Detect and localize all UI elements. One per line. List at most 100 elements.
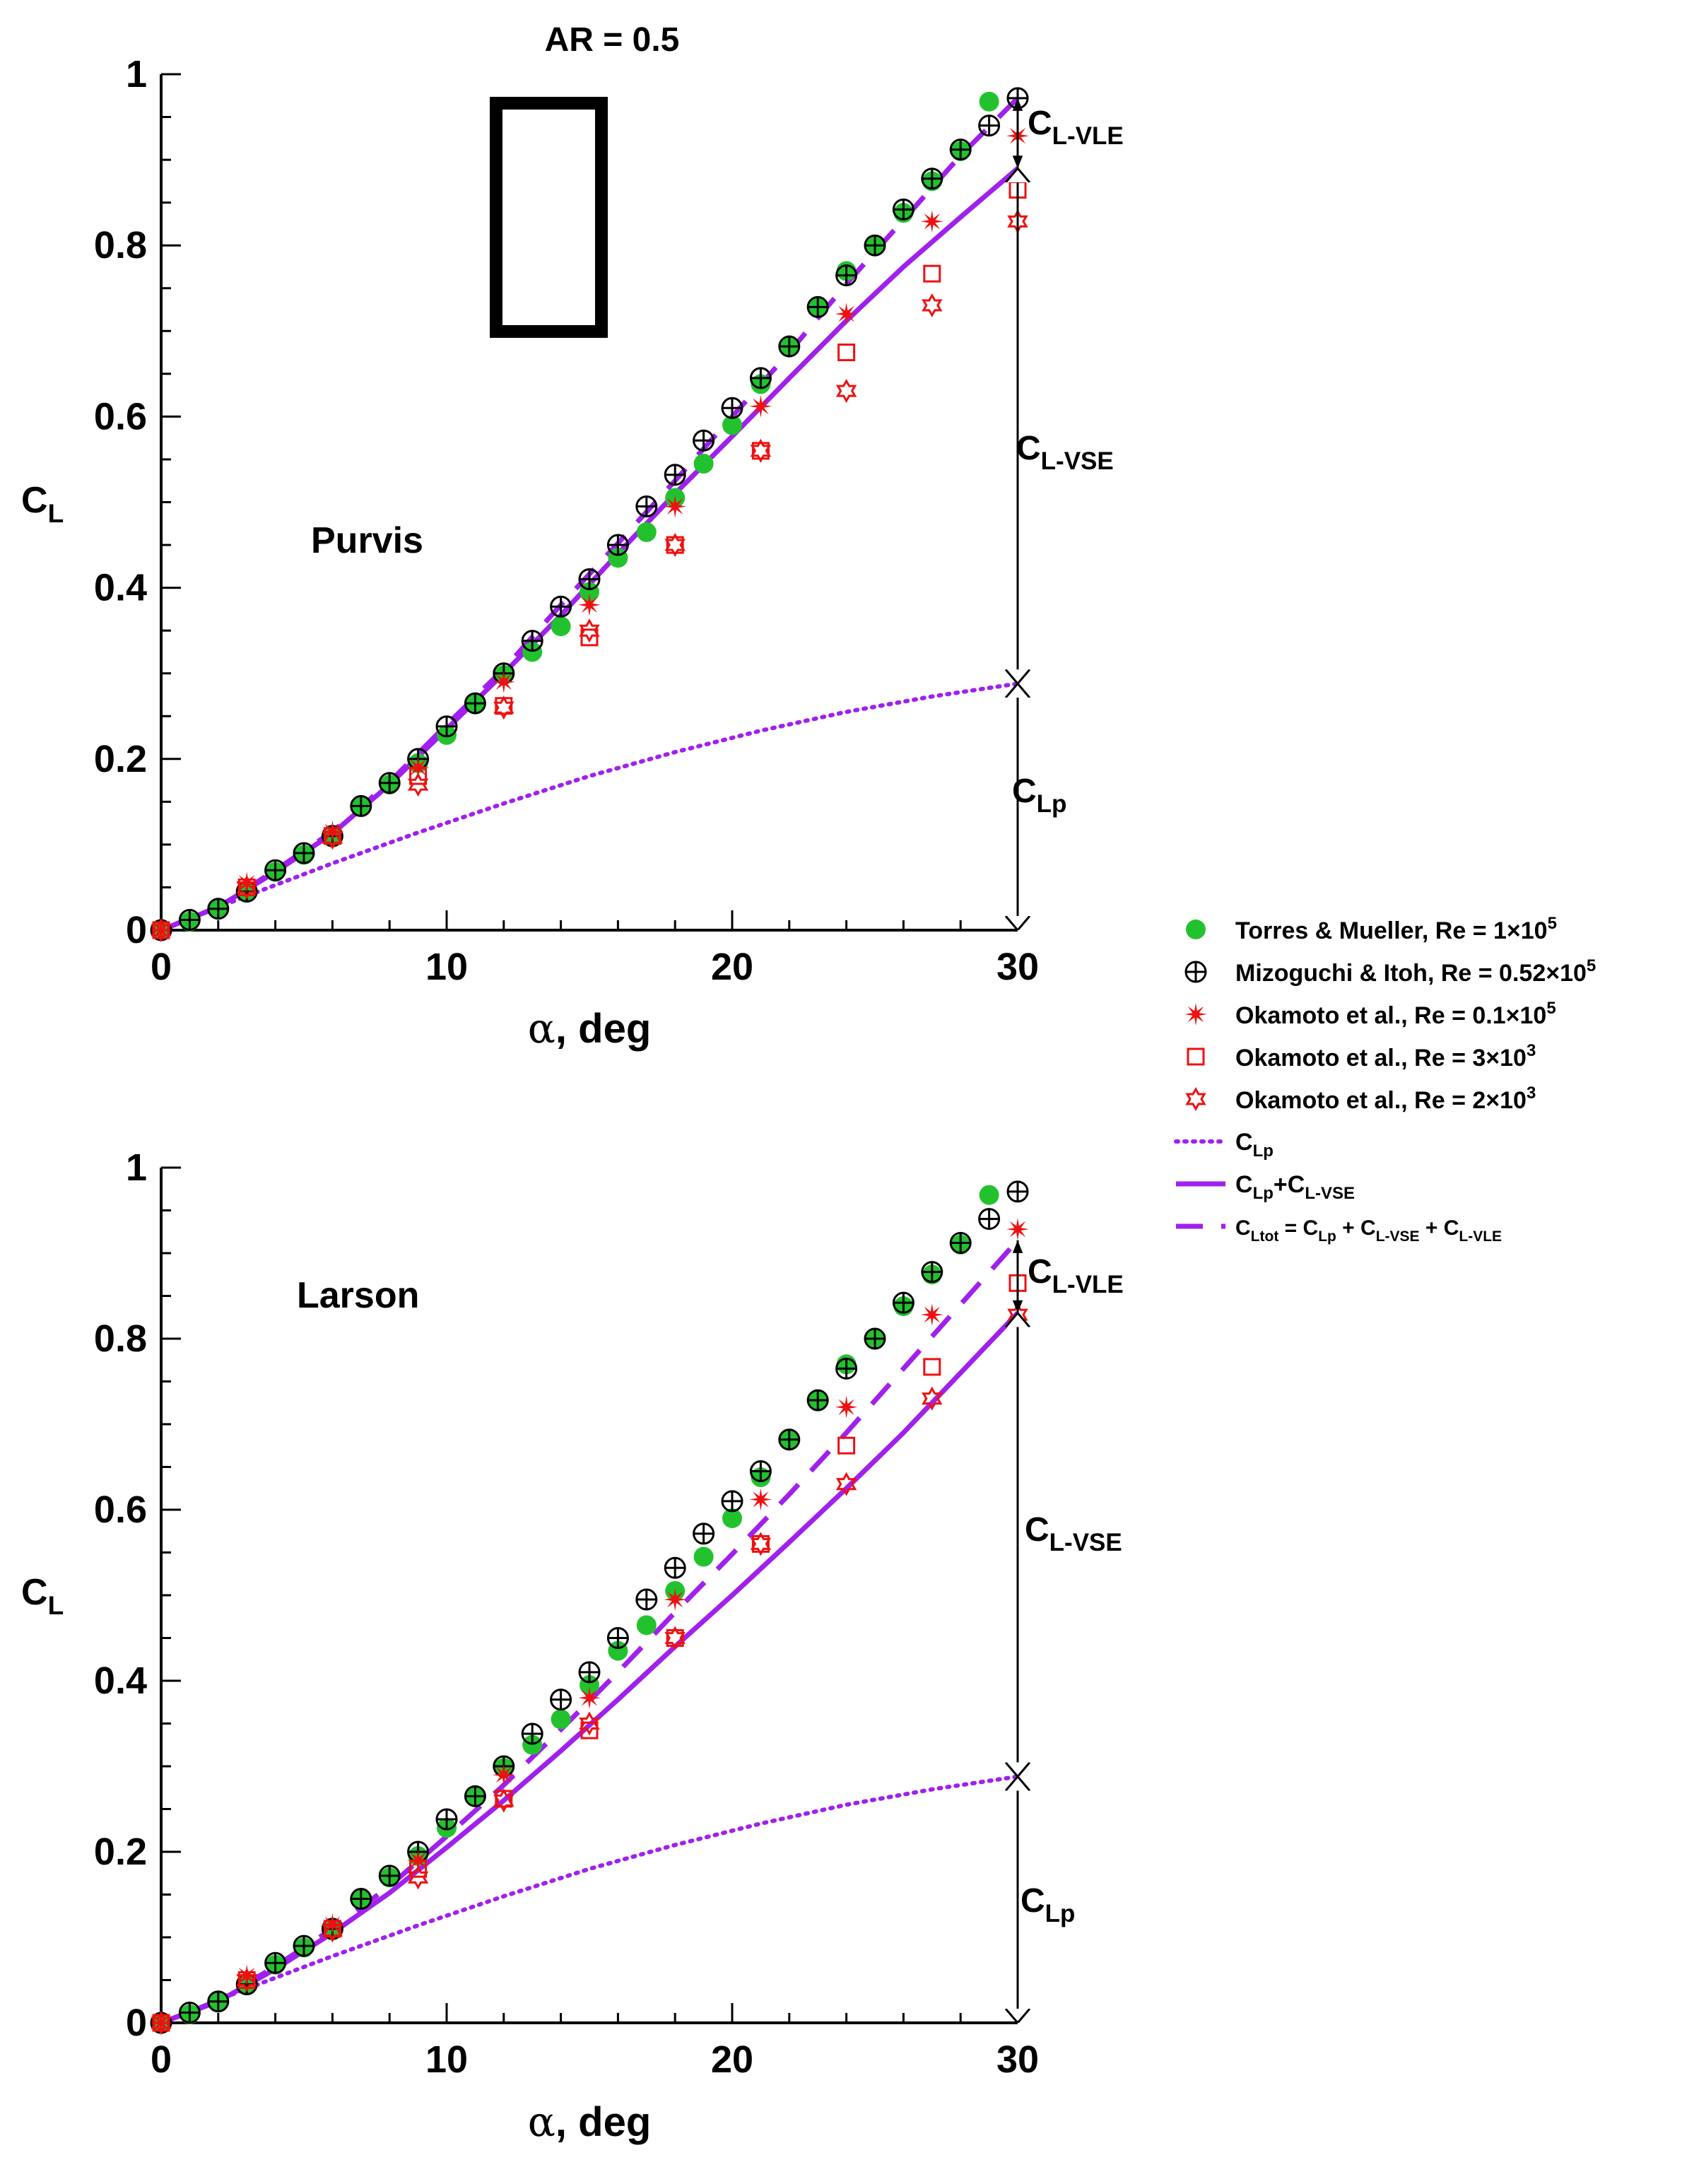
okamoto-re-0.1e5-point [664, 1588, 687, 1611]
y-tick-label: 1 [126, 53, 147, 95]
mizoguchi-itoh-point [578, 568, 601, 590]
y-tick-label: 0.4 [94, 1660, 147, 1702]
torres-mueller-point [551, 616, 571, 637]
okamoto-re-0.1e5-point [492, 670, 515, 693]
torres-mueller-point [522, 1734, 543, 1755]
okamoto-re-0.1e5-point [664, 495, 687, 518]
x-tick-label: 10 [425, 2038, 468, 2081]
mizoguchi-itoh-point [921, 168, 943, 190]
mizoguchi-itoh-point [378, 1865, 401, 1887]
y-tick-label: 0.4 [94, 567, 147, 609]
torres-mueller-point [693, 454, 714, 474]
mizoguchi-itoh-point [978, 1208, 1001, 1231]
okamoto-re-2e3-point [407, 773, 429, 797]
torres-mueller-point [979, 1185, 999, 1205]
series-line-clp [159, 1774, 1020, 2025]
okamoto-re-3e3-point [923, 1358, 941, 1376]
x-tick-label: 20 [711, 2038, 753, 2081]
okamoto-re-0.1e5-point [578, 1686, 601, 1710]
okamoto-re-2e3-point [322, 1918, 343, 1943]
okamoto-re-2e3-point [579, 1711, 600, 1736]
okamoto-re-3e3-point [580, 1721, 599, 1739]
figure-title: AR = 0.5 [545, 21, 680, 59]
okamoto-re-2e3-point [750, 1532, 772, 1556]
mizoguchi-itoh-point [835, 1357, 858, 1380]
legend-label-oka1: Okamoto et al., Re = 0.1×105 [1235, 999, 1556, 1029]
mizoguchi-itoh-point [178, 908, 201, 931]
okamoto-re-0.1e5-point [749, 1488, 772, 1511]
mizoguchi-itoh-point [892, 1291, 914, 1314]
mizoguchi-itoh-point [778, 1428, 801, 1451]
x-tick-label: 30 [996, 2038, 1039, 2081]
chart-title: Purvis [311, 520, 423, 561]
okamoto-re-2e3-point [407, 1865, 429, 1890]
okamoto-re-2e3-point [493, 695, 514, 720]
mizoguchi-itoh-point [721, 1490, 743, 1513]
y-axis-label: CL [21, 480, 64, 528]
annotation-l-vse: CL-VSE [1016, 430, 1114, 475]
y-tick-label: 0.6 [94, 1489, 147, 1531]
okamoto-re-0.1e5-point [920, 1303, 943, 1327]
mizoguchi-itoh-point [578, 1661, 601, 1684]
okamoto-re-0.1e5-point [1184, 1003, 1207, 1026]
torres-mueller-point [693, 1546, 714, 1567]
okamoto-re-2e3-point [1185, 1086, 1206, 1112]
torres-mueller-point [522, 642, 543, 662]
torres-mueller-point [636, 522, 657, 542]
okamoto-re-0.1e5-point [1006, 1218, 1029, 1241]
mizoguchi-itoh-point [749, 367, 772, 389]
legend-label-cltot: CLtot = CLp + CL-VSE + CL-VLE [1235, 1216, 1502, 1245]
mizoguchi-itoh-point [949, 139, 972, 161]
chart-title: Larson [297, 1275, 419, 1316]
okamoto-re-2e3-point [493, 1788, 514, 1813]
mizoguchi-itoh-point [521, 630, 543, 652]
torres-mueller-point [551, 1709, 571, 1730]
mizoguchi-itoh-point [550, 1689, 572, 1711]
mizoguchi-itoh-point [635, 1588, 658, 1611]
okamoto-re-2e3-point [835, 379, 857, 404]
mizoguchi-itoh-point [1006, 1180, 1029, 1203]
okamoto-re-2e3-point [151, 2010, 172, 2036]
mizoguchi-itoh-point [664, 464, 686, 486]
mizoguchi-itoh-point [978, 115, 1001, 137]
y-tick-label: 0.6 [94, 395, 147, 438]
okamoto-re-0.1e5-point [920, 210, 943, 233]
okamoto-re-3e3-point [837, 344, 856, 362]
okamoto-re-2e3-point [579, 618, 600, 643]
okamoto-re-3e3-point [923, 264, 941, 283]
okamoto-re-0.1e5-point [492, 1763, 515, 1787]
legend-label-clpvse: CLp+CL-VSE [1235, 1171, 1355, 1203]
y-tick-label: 1 [126, 1146, 147, 1189]
okamoto-re-2e3-point [664, 532, 686, 558]
mizoguchi-itoh-point [435, 1808, 458, 1831]
okamoto-re-2e3-point [151, 917, 172, 943]
mizoguchi-itoh-point [464, 1785, 486, 1807]
y-axis-label: CL [21, 1572, 64, 1620]
x-tick-label: 30 [996, 946, 1039, 988]
mizoguchi-itoh-point [521, 1722, 543, 1745]
mizoguchi-itoh-point [293, 1935, 315, 1957]
mizoguchi-itoh-point [892, 198, 914, 221]
legend: Torres & Mueller, Re = 1×105 Mizoguchi & … [1174, 914, 1596, 1245]
annotation-lp: CLp [1021, 1882, 1075, 1927]
torres-mueller-point [722, 1508, 742, 1529]
mizoguchi-itoh-point [550, 595, 572, 618]
mizoguchi-itoh-point [264, 1951, 287, 1974]
okamoto-re-3e3-point [1187, 1047, 1205, 1066]
x-axis-label: α, deg [528, 2098, 652, 2146]
okamoto-re-2e3-point [322, 826, 343, 850]
mizoguchi-itoh-point [435, 715, 458, 738]
chart-larson: 0 10 20 30 0 0.2 0.4 0.6 0.8 1 α, deg CL Larson CL-VL… [21, 1146, 1124, 2146]
annotation-l-vle: CL-VLE [1028, 105, 1124, 150]
okamoto-re-2e3-point [236, 875, 257, 900]
series-line-clpvse [160, 166, 1020, 933]
mizoguchi-itoh-point [864, 1327, 886, 1350]
okamoto-re-3e3-point [409, 767, 428, 785]
okamoto-re-0.1e5-point [835, 303, 858, 326]
torres-mueller-point [636, 1615, 657, 1636]
legend-label-oka3: Okamoto et al., Re = 3×103 [1235, 1041, 1536, 1072]
mizoguchi-itoh-point [864, 234, 886, 257]
x-tick-label: 0 [151, 2038, 172, 2081]
mizoguchi-itoh-point [693, 429, 715, 452]
